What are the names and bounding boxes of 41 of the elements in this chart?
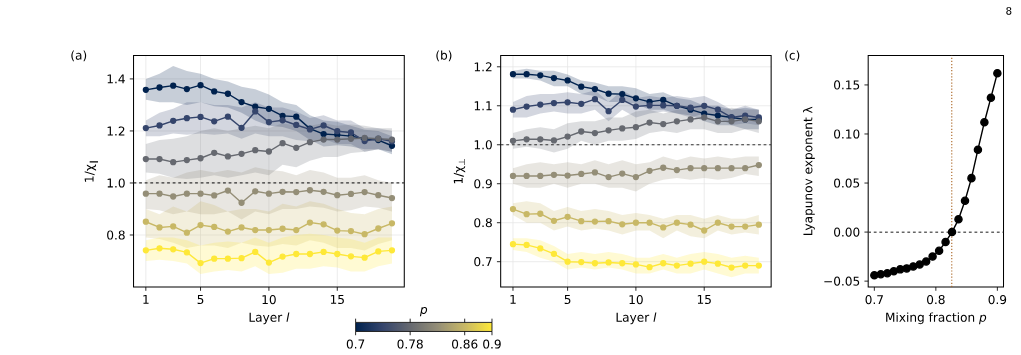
color-bar-label: 0.86 (452, 339, 478, 349)
x-tick-label: 5 (564, 295, 571, 305)
y-axis-title: Lyapunov exponent λ (803, 106, 815, 236)
x-tick-label: 15 (697, 295, 711, 305)
chart-title: (c) (785, 50, 800, 62)
y-tick-label: 0.05 (834, 178, 860, 188)
x-tick-label: 15 (330, 295, 344, 305)
color-bar-label: 0.9 (483, 339, 501, 349)
x-tick-label: 0.8 (927, 295, 945, 305)
x-tick-label: 1 (510, 295, 516, 304)
x-tick-label: 10 (629, 295, 643, 305)
x-tick-label: 5 (197, 295, 204, 305)
y-tick-label: 1.2 (107, 126, 125, 136)
x-tick-label: 0.9 (988, 295, 1007, 305)
y-tick-label: 0.9 (474, 179, 492, 189)
y-tick-label: 1.1 (474, 101, 492, 111)
text: 8 (1006, 7, 1012, 15)
y-tick-label: 0.8 (107, 230, 125, 240)
color-bar-label: 0.7 (346, 339, 365, 349)
chart-title: (b) (436, 50, 452, 62)
y-tick-label: 0.00 (834, 227, 860, 237)
x-axis-title: Layer l (616, 312, 657, 325)
y-tick-label: −0.05 (824, 276, 860, 286)
y-tick-label: 0.10 (834, 129, 860, 139)
color-bar-title: p (419, 307, 428, 317)
y-tick-label: 1.0 (474, 140, 492, 150)
y-tick-label: 0.15 (834, 80, 860, 90)
x-axis-title: Mixing fraction p (886, 312, 987, 325)
x-axis-title: Layer l (249, 312, 290, 325)
y-tick-label: 1.0 (107, 178, 125, 188)
color-bar-label: 0.78 (397, 339, 423, 349)
y-tick-label: 0.7 (474, 257, 492, 267)
y-tick-label: 1.2 (474, 62, 492, 72)
x-tick-label: 1 (143, 295, 149, 304)
y-axis-title: 1/χ$_{∥}$ (84, 161, 99, 182)
x-tick-label: 0.7 (865, 295, 883, 305)
x-tick-label: 10 (262, 295, 276, 305)
y-tick-label: 0.8 (474, 218, 492, 228)
y-axis-title: 1/χ$_{⊥}$ (453, 159, 466, 184)
y-tick-label: 1.4 (107, 74, 125, 84)
chart-title: (a) (71, 50, 87, 62)
